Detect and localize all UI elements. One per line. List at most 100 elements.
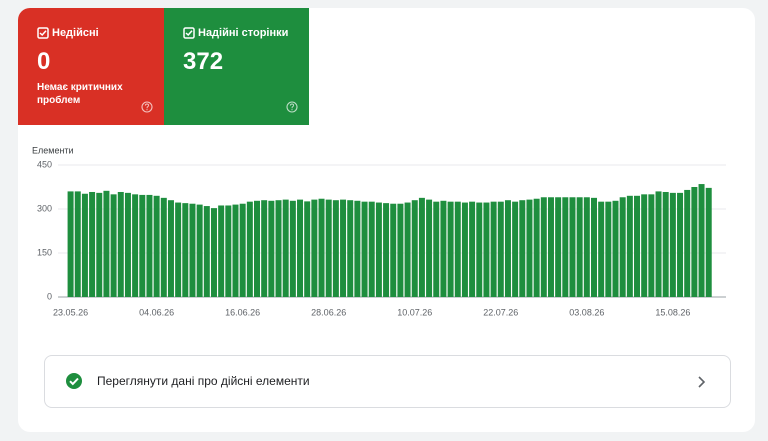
bar bbox=[110, 194, 117, 297]
y-tick-label: 0 bbox=[47, 291, 52, 301]
bar bbox=[153, 195, 160, 297]
bar bbox=[361, 201, 368, 297]
bar bbox=[533, 198, 540, 297]
bar bbox=[383, 203, 390, 297]
x-tick-label: 04.06.26 bbox=[139, 307, 174, 317]
bar bbox=[67, 191, 74, 297]
bar bbox=[318, 198, 325, 297]
link-label: Переглянути дані про дійсні елементи bbox=[97, 374, 310, 388]
bar bbox=[311, 199, 318, 297]
bar bbox=[124, 192, 131, 297]
tile-label: Надійні сторінки bbox=[198, 27, 289, 39]
bar bbox=[282, 199, 289, 297]
bar bbox=[304, 201, 311, 297]
bar bbox=[547, 197, 554, 297]
bar bbox=[225, 205, 232, 297]
bar bbox=[483, 202, 490, 297]
check-icon bbox=[66, 373, 82, 389]
tile-value: 372 bbox=[183, 48, 224, 75]
bar bbox=[232, 204, 239, 297]
details-link[interactable]: Переглянути дані про дійсні елементи bbox=[44, 355, 731, 408]
help-icon[interactable] bbox=[141, 101, 153, 113]
tile-note: Немає критичних проблем bbox=[37, 82, 123, 106]
help-icon[interactable] bbox=[286, 101, 298, 113]
invalid-tile[interactable]: Недійсні 0 Немає критичних проблем bbox=[18, 8, 164, 125]
bar bbox=[612, 200, 619, 297]
bar bbox=[684, 189, 691, 297]
bar bbox=[354, 200, 361, 297]
y-tick-label: 450 bbox=[37, 159, 52, 169]
y-axis-label: Елементи bbox=[32, 145, 74, 155]
bar bbox=[268, 200, 275, 297]
bar bbox=[418, 197, 425, 297]
checkbox-icon bbox=[183, 27, 195, 39]
bar bbox=[297, 199, 304, 297]
bar bbox=[375, 202, 382, 297]
bar bbox=[590, 197, 597, 297]
bar bbox=[218, 205, 225, 297]
x-tick-label: 15.08.26 bbox=[655, 307, 690, 317]
bar bbox=[526, 199, 533, 297]
bar bbox=[246, 201, 253, 297]
x-tick-label: 22.07.26 bbox=[483, 307, 518, 317]
bar bbox=[490, 201, 497, 297]
bar bbox=[619, 197, 626, 297]
bar bbox=[167, 200, 174, 297]
bar bbox=[569, 197, 576, 297]
bar bbox=[189, 203, 196, 297]
bar bbox=[404, 202, 411, 297]
bar bbox=[146, 194, 153, 297]
bar bbox=[655, 191, 662, 297]
bar bbox=[254, 200, 261, 297]
bar bbox=[598, 201, 605, 297]
bar bbox=[705, 187, 712, 297]
bar bbox=[340, 199, 347, 297]
bar bbox=[461, 202, 468, 297]
bar bbox=[96, 192, 103, 297]
bar bbox=[497, 201, 504, 297]
bar bbox=[447, 201, 454, 297]
bar bbox=[677, 192, 684, 297]
bar bbox=[196, 204, 203, 297]
x-tick-label: 28.06.26 bbox=[311, 307, 346, 317]
valid-tile[interactable]: Надійні сторінки 372 bbox=[164, 8, 309, 125]
bar bbox=[160, 197, 167, 297]
tile-value: 0 bbox=[37, 48, 51, 75]
x-tick-label: 03.08.26 bbox=[569, 307, 604, 317]
y-tick-label: 150 bbox=[37, 247, 52, 257]
bar bbox=[210, 208, 217, 297]
bar bbox=[325, 199, 332, 297]
x-tick-label: 23.05.26 bbox=[53, 307, 88, 317]
bar bbox=[605, 201, 612, 297]
bar bbox=[454, 201, 461, 297]
checkbox-icon bbox=[37, 27, 49, 39]
bar bbox=[562, 197, 569, 297]
x-tick-label: 16.06.26 bbox=[225, 307, 260, 317]
bar bbox=[74, 191, 81, 297]
chevron-icon bbox=[698, 376, 706, 388]
bar bbox=[203, 206, 210, 297]
bar bbox=[261, 200, 268, 297]
bar bbox=[641, 194, 648, 297]
x-tick-label: 10.07.26 bbox=[397, 307, 432, 317]
bar bbox=[89, 191, 96, 297]
tile-label: Недійсні bbox=[52, 27, 99, 39]
bar bbox=[512, 201, 519, 297]
bar bbox=[440, 200, 447, 297]
bar bbox=[433, 201, 440, 297]
bar bbox=[332, 200, 339, 297]
bar bbox=[347, 200, 354, 297]
bar bbox=[648, 194, 655, 297]
bar bbox=[289, 200, 296, 297]
bar bbox=[583, 197, 590, 297]
bar bbox=[698, 184, 705, 297]
bar bbox=[411, 200, 418, 297]
bar bbox=[540, 197, 547, 297]
bar bbox=[662, 191, 669, 297]
bar bbox=[626, 195, 633, 297]
y-tick-label: 300 bbox=[37, 203, 52, 213]
bar bbox=[175, 202, 182, 297]
bar bbox=[81, 193, 88, 297]
